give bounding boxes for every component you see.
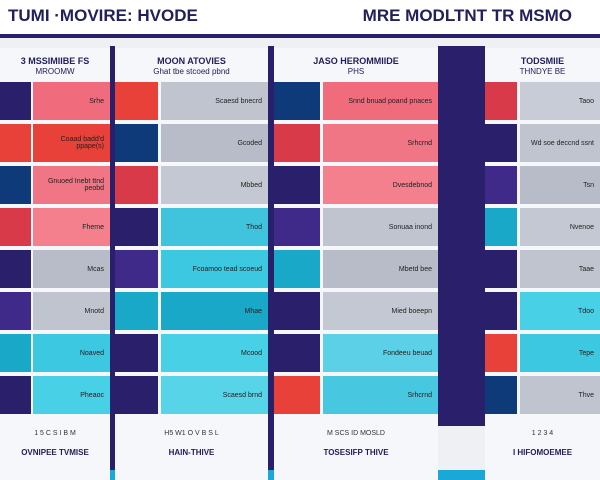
divider [110, 46, 115, 480]
panel-title: MOON ATOVIES [157, 56, 226, 66]
row: Tsn [520, 166, 600, 204]
row: Scaesd bnecrd [161, 82, 268, 120]
row-marker [115, 334, 158, 372]
row: Scaesd brnd [161, 376, 268, 414]
row: Srhe [33, 82, 110, 120]
row-marker [485, 292, 517, 330]
row: Mcood [161, 334, 268, 372]
row-marker [274, 292, 320, 330]
row-marker [274, 208, 320, 246]
row-marker [0, 166, 31, 204]
row-marker [274, 82, 320, 120]
footer-ticks: H5 W1 O V B S L [164, 430, 219, 437]
row: Noaved [33, 334, 110, 372]
row: Srhcrnd [323, 376, 438, 414]
panel-subtitle: THNDYE BE [519, 67, 566, 76]
panel: TODSMIIE THNDYE BE Taoo Wd soe deccnd ssnt T… [485, 48, 600, 480]
row-marker [274, 166, 320, 204]
row-marker [0, 250, 31, 288]
row-marker [485, 334, 517, 372]
row-marker [274, 334, 320, 372]
row: Coaad badd'd ppape(s) [33, 124, 110, 162]
row-marker [0, 208, 31, 246]
row-marker [485, 208, 517, 246]
row: Snnd bnuad poand pnaces [323, 82, 438, 120]
row-marker [115, 208, 158, 246]
footer-ticks: M SCS ID MOSLD [327, 430, 385, 437]
header [0, 0, 600, 38]
row: Mcas [33, 250, 110, 288]
panel-title: 3 MSSIMIIBE FS [20, 56, 90, 66]
panel-subtitle: PHS [347, 67, 365, 76]
row-marker [0, 124, 31, 162]
row-marker [115, 166, 158, 204]
row-marker [485, 250, 517, 288]
row-marker [115, 292, 158, 330]
panel-subtitle: MROOMW [35, 67, 75, 76]
row: Thve [520, 376, 600, 414]
row: Tepe [520, 334, 600, 372]
panel: 3 MSSIMIIBE FS MROOMW Srhe Coaad badd'd ppa… [0, 48, 110, 480]
row-marker [274, 376, 320, 414]
row-marker [115, 376, 158, 414]
panel-title: JASO HEROMMIIDE [313, 56, 399, 66]
row: Mhae [161, 292, 268, 330]
footer-ticks: 1 5 C S I B M [34, 430, 76, 437]
panel-footer: HAIN-THIVE [168, 448, 215, 457]
footer-ticks: 1 2 3 4 [531, 430, 554, 437]
panel: MOON ATOVIES Ghat tbe stcoed pbnd Scaesd b… [115, 48, 268, 480]
panel-title: TODSMIIE [520, 56, 565, 66]
row-marker [115, 250, 158, 288]
row-marker [0, 334, 31, 372]
row-marker [0, 376, 31, 414]
row-marker [485, 376, 517, 414]
row: Fheme [33, 208, 110, 246]
row: Fcoamoo tead scoeud [161, 250, 268, 288]
row: Dvesdebnod [323, 166, 438, 204]
divider [438, 46, 485, 426]
row-marker [0, 82, 31, 120]
row: Sonuaa inond [323, 208, 438, 246]
panel-footer: TOSESIFP THIVE [323, 448, 389, 457]
row-marker [0, 292, 31, 330]
row: Mied boeepn [323, 292, 438, 330]
row: Taae [520, 250, 600, 288]
row: Mnotd [33, 292, 110, 330]
row-marker [485, 166, 517, 204]
panel-footer: I HIFOMOEMEE [512, 448, 573, 457]
row: Pheaoc [33, 376, 110, 414]
row: Tdoo [520, 292, 600, 330]
divider [268, 46, 274, 480]
row: Fondeeu beuad [323, 334, 438, 372]
row: Thod [161, 208, 268, 246]
panel: JASO HEROMMIIDE PHS Snnd bnuad poand pnace… [274, 48, 438, 480]
row: Srhcrnd [323, 124, 438, 162]
row: Mbbed [161, 166, 268, 204]
row-marker [274, 124, 320, 162]
row-marker [115, 82, 158, 120]
header-title: TUMI ·MOVIRE: HVODE [8, 6, 198, 25]
row: Gnuoed Inebt ttnd peobd [33, 166, 110, 204]
row: Gcoded [161, 124, 268, 162]
row: Mbetd bee [323, 250, 438, 288]
row-marker [274, 250, 320, 288]
panel-subtitle: Ghat tbe stcoed pbnd [153, 67, 230, 76]
panel-footer: OVNIPEE TVMISE [21, 448, 89, 457]
row: Nvenoe [520, 208, 600, 246]
row-marker [115, 124, 158, 162]
row: Taoo [520, 82, 600, 120]
header-title: MRE MODLTNT TR MSMO [362, 6, 572, 25]
row-marker [485, 82, 517, 120]
row-marker [485, 124, 517, 162]
row: Wd soe deccnd ssnt [520, 124, 600, 162]
